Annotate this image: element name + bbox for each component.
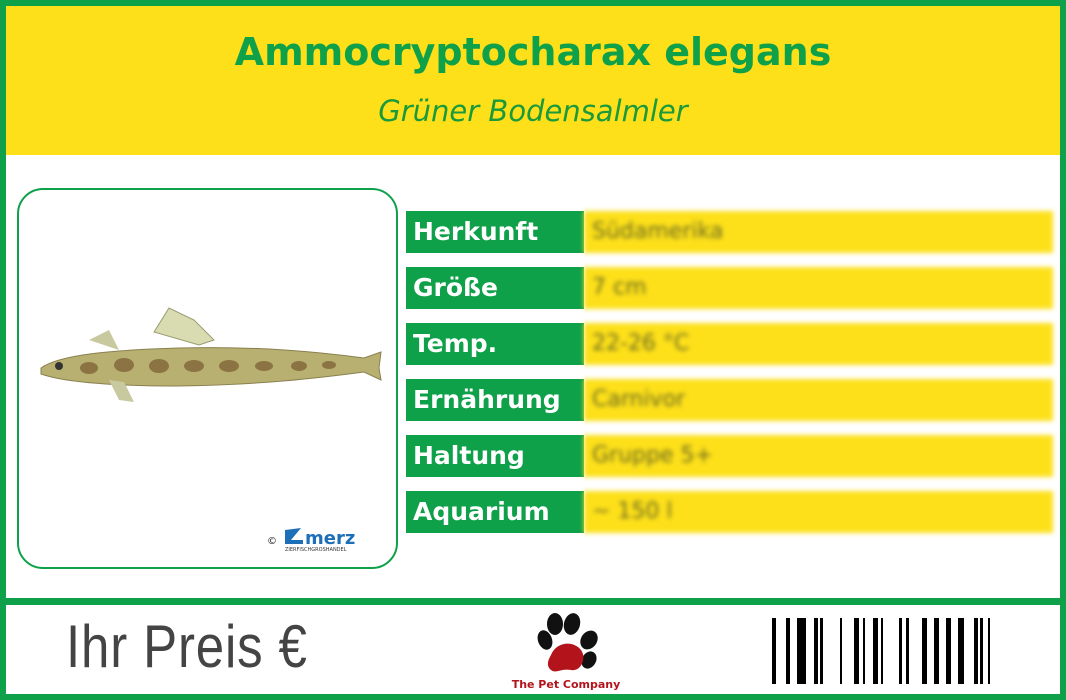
barcode-bar [906, 618, 909, 684]
price-label: Ihr Preis € [66, 613, 308, 680]
header: Ammocryptocharax elegans Grüner Bodensal… [6, 6, 1060, 155]
company-name: The Pet Company [511, 678, 621, 691]
fact-value: 7 cm [584, 267, 1053, 309]
barcode-bar [820, 618, 823, 684]
barcode-bar [863, 618, 865, 684]
species-title: Ammocryptocharax elegans [234, 30, 832, 74]
merz-logo: merz ZIERFISCHGROSHANDEL [285, 528, 355, 552]
fact-row-keeping: Haltung Gruppe 5+ [406, 435, 1053, 477]
fish-photo: © merz ZIERFISCHGROSHANDEL [17, 188, 398, 569]
fact-label: Ernährung [406, 379, 584, 421]
fact-value: Südamerika [584, 211, 1053, 253]
fact-label: Haltung [406, 435, 584, 477]
footer-divider [6, 598, 1060, 605]
common-name: Grüner Bodensalmler [378, 94, 688, 128]
fact-value: Gruppe 5+ [584, 435, 1053, 477]
barcode-bar [980, 618, 983, 684]
fact-label: Größe [406, 267, 584, 309]
barcode-bar [974, 618, 978, 684]
fact-row-temperature: Temp. 22-26 °C [406, 323, 1053, 365]
paw-icon [537, 613, 598, 672]
fact-label: Temp. [406, 323, 584, 365]
fish-info-card: Ammocryptocharax elegans Grüner Bodensal… [6, 6, 1060, 694]
barcode-bar [772, 618, 776, 684]
fact-value: ~ 150 l [584, 491, 1053, 533]
fact-label: Aquarium [406, 491, 584, 533]
barcode-bar [899, 618, 902, 684]
fact-label: Herkunft [406, 211, 584, 253]
fact-row-origin: Herkunft Südamerika [406, 211, 1053, 253]
barcode-bar [840, 618, 842, 684]
barcode-bar [922, 618, 927, 684]
barcode-bar [854, 618, 859, 684]
barcode-bar [881, 618, 883, 684]
fact-row-size: Größe 7 cm [406, 267, 1053, 309]
barcode-bar [988, 618, 990, 684]
svg-text:ZIERFISCHGROSHANDEL: ZIERFISCHGROSHANDEL [285, 547, 347, 552]
barcode [772, 618, 990, 684]
fact-value: Carnivor [584, 379, 1053, 421]
fact-row-aquarium: Aquarium ~ 150 l [406, 491, 1053, 533]
fish-image [40, 307, 382, 402]
barcode-bar [786, 618, 790, 684]
barcode-bar [946, 618, 951, 684]
barcode-bar [873, 618, 878, 684]
barcode-bar [958, 618, 964, 684]
barcode-bar [934, 618, 939, 684]
svg-text:merz: merz [305, 528, 355, 549]
barcode-bar [797, 618, 806, 684]
fact-value: 22-26 °C [584, 323, 1053, 365]
fact-row-diet: Ernährung Carnivor [406, 379, 1053, 421]
pet-company-logo: The Pet Company [511, 610, 621, 694]
copyright-symbol: © [267, 536, 277, 547]
barcode-bar [814, 618, 818, 684]
